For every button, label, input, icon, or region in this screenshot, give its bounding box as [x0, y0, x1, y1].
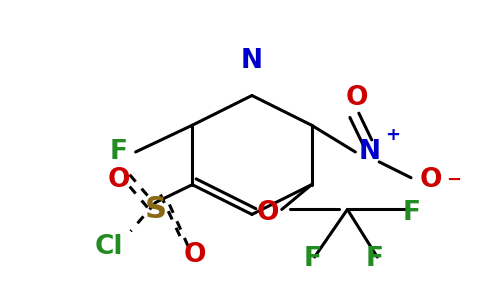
Text: +: +: [385, 126, 400, 144]
Text: O: O: [184, 242, 207, 268]
Text: F: F: [365, 246, 383, 272]
Text: O: O: [257, 200, 279, 226]
Text: O: O: [420, 167, 442, 193]
Text: N: N: [241, 48, 263, 74]
Text: −: −: [446, 171, 461, 189]
Text: S: S: [145, 195, 166, 224]
Text: Cl: Cl: [94, 234, 123, 260]
Text: F: F: [403, 200, 421, 226]
Text: O: O: [107, 167, 130, 193]
Text: O: O: [346, 85, 369, 112]
Text: F: F: [303, 246, 321, 272]
Text: F: F: [110, 139, 128, 165]
Text: N: N: [358, 139, 380, 165]
